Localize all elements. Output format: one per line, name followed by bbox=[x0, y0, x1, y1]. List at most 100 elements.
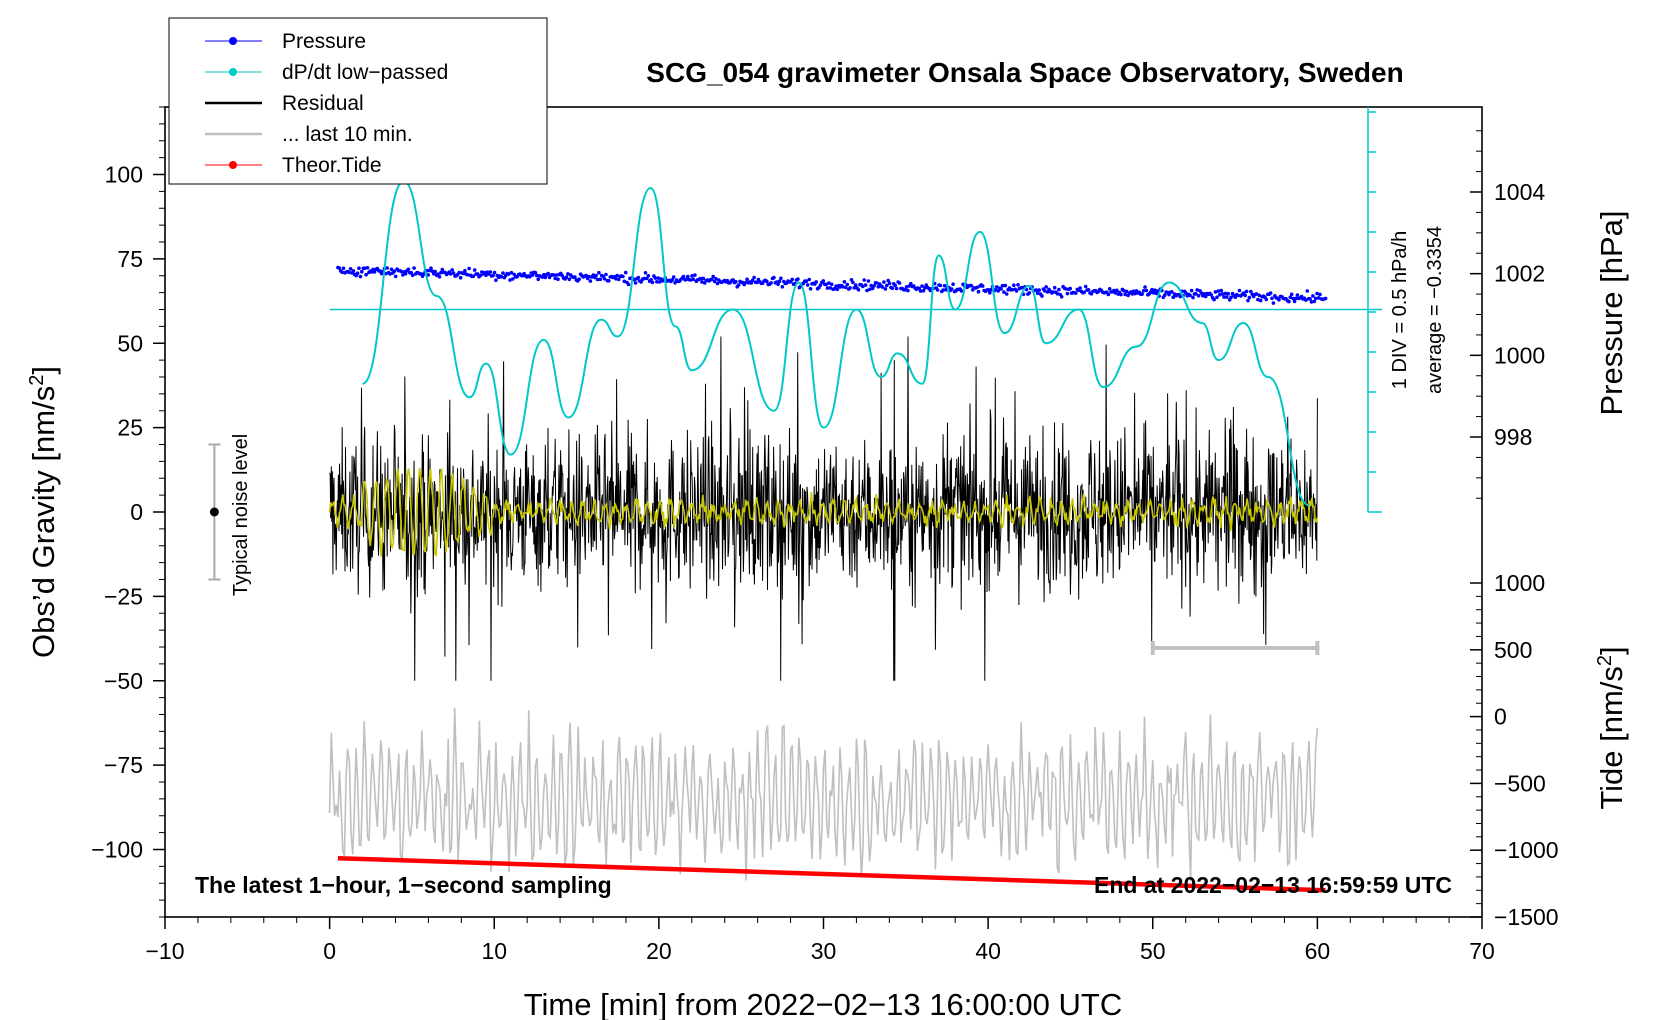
pressure-point bbox=[999, 287, 1003, 291]
pressure-point bbox=[604, 272, 608, 277]
pressure-point bbox=[779, 276, 783, 281]
pressure-point bbox=[472, 268, 477, 272]
pressure-point bbox=[856, 288, 861, 292]
pressure-point bbox=[844, 285, 848, 290]
pressure-point bbox=[1027, 291, 1032, 295]
legend-marker bbox=[229, 68, 237, 76]
pressure-point bbox=[439, 270, 443, 275]
y-axis-label-pressure: Pressure [hPa] bbox=[1594, 210, 1629, 415]
pressure-point bbox=[1064, 287, 1068, 291]
pressure-point bbox=[553, 276, 557, 281]
pressure-point bbox=[436, 272, 440, 277]
pressure-point bbox=[1074, 291, 1078, 295]
pressure-point bbox=[403, 272, 408, 276]
pressure-point bbox=[942, 283, 947, 288]
pressure-point bbox=[467, 266, 471, 271]
pressure-point bbox=[437, 275, 442, 279]
pressure-point bbox=[1311, 294, 1315, 298]
pressure-point bbox=[1223, 291, 1228, 296]
pressure-point bbox=[975, 285, 979, 290]
pressure-point bbox=[401, 273, 405, 277]
pressure-point bbox=[362, 266, 367, 271]
pressure-point bbox=[511, 277, 515, 281]
pressure-point bbox=[393, 274, 398, 279]
pressure-point bbox=[471, 274, 476, 279]
y-tick-label: 50 bbox=[117, 330, 143, 356]
pressure-point bbox=[1040, 294, 1044, 298]
pressure-point bbox=[1291, 296, 1295, 301]
pressure-point bbox=[1113, 291, 1118, 295]
pressure-point bbox=[1313, 296, 1318, 301]
pressure-point bbox=[1305, 289, 1310, 293]
pressure-point bbox=[796, 277, 800, 281]
pressure-point bbox=[1086, 288, 1091, 292]
tide-tick-label: 1000 bbox=[1494, 570, 1545, 596]
y-tick-label: 0 bbox=[130, 499, 143, 525]
pressure-point bbox=[355, 271, 360, 276]
pressure-point bbox=[1082, 290, 1087, 295]
pressure-point bbox=[755, 280, 759, 285]
pressure-point bbox=[1059, 295, 1064, 299]
pressure-point bbox=[1203, 294, 1208, 299]
dpdt-scale-label: 1 DIV = 0.5 hPa/h bbox=[1389, 231, 1411, 389]
dpdt-average-label: average = −0.3354 bbox=[1424, 226, 1446, 394]
pressure-point bbox=[670, 278, 675, 282]
pressure-point bbox=[341, 266, 346, 271]
pressure-point bbox=[772, 275, 776, 280]
pressure-point bbox=[448, 272, 453, 276]
pressure-point bbox=[951, 282, 955, 287]
pressure-point bbox=[636, 275, 641, 280]
legend-label: Pressure bbox=[282, 30, 366, 53]
pressure-point bbox=[1226, 291, 1230, 296]
pressure-point bbox=[584, 273, 588, 278]
pressure-point bbox=[1243, 293, 1247, 298]
pressure-point bbox=[1315, 291, 1319, 296]
pressure-point bbox=[1107, 287, 1112, 291]
pressure-point bbox=[715, 281, 720, 286]
pressure-point bbox=[711, 274, 715, 279]
pressure-point bbox=[543, 275, 548, 280]
pressure-point bbox=[406, 267, 411, 272]
pressure-point bbox=[588, 279, 593, 283]
pressure-point bbox=[827, 281, 831, 285]
pressure-point bbox=[573, 275, 577, 279]
pressure-point bbox=[1247, 295, 1252, 300]
pressure-point bbox=[1270, 296, 1274, 301]
pressure-point bbox=[1130, 292, 1135, 296]
pressure-point bbox=[935, 288, 940, 292]
pressure-point bbox=[734, 279, 738, 284]
pressure-point bbox=[1213, 290, 1218, 294]
pressure-point bbox=[904, 285, 909, 289]
x-tick-label: 50 bbox=[1140, 938, 1166, 964]
y-axis-label-tide: Tide [nm/s2] bbox=[1594, 646, 1629, 809]
last-10-min-series bbox=[328, 641, 1320, 882]
pressure-point bbox=[494, 278, 498, 283]
pressure-point bbox=[650, 280, 655, 285]
pressure-point bbox=[1178, 294, 1183, 299]
pressure-point bbox=[1189, 288, 1194, 293]
x-tick-label: 60 bbox=[1305, 938, 1331, 964]
pressure-point bbox=[807, 277, 811, 282]
pressure-point bbox=[1294, 296, 1298, 301]
pressure-point bbox=[686, 274, 690, 279]
pressure-point bbox=[893, 283, 897, 288]
pressure-point bbox=[340, 270, 344, 275]
pressure-point bbox=[1141, 289, 1146, 293]
pressure-point bbox=[1057, 287, 1061, 292]
pressure-point bbox=[887, 281, 892, 286]
pressure-point bbox=[1244, 289, 1249, 294]
pressure-point bbox=[1051, 290, 1056, 294]
pressure-point bbox=[484, 273, 488, 278]
pressure-point bbox=[512, 272, 516, 277]
axis-ticks: −10 0 10 20 30 40 50 60 701007550250−25−50−75−10… bbox=[91, 106, 1559, 964]
pressure-point bbox=[607, 279, 611, 283]
pressure-point bbox=[1184, 291, 1188, 295]
tide-tick-label: 0 bbox=[1494, 704, 1507, 730]
pressure-point bbox=[872, 284, 876, 288]
pressure-point bbox=[542, 272, 546, 277]
pressure-point bbox=[451, 271, 456, 275]
pressure-point bbox=[897, 281, 902, 285]
pressure-point bbox=[1188, 293, 1192, 298]
pressure-point bbox=[528, 274, 532, 279]
pressure-point bbox=[536, 277, 540, 282]
